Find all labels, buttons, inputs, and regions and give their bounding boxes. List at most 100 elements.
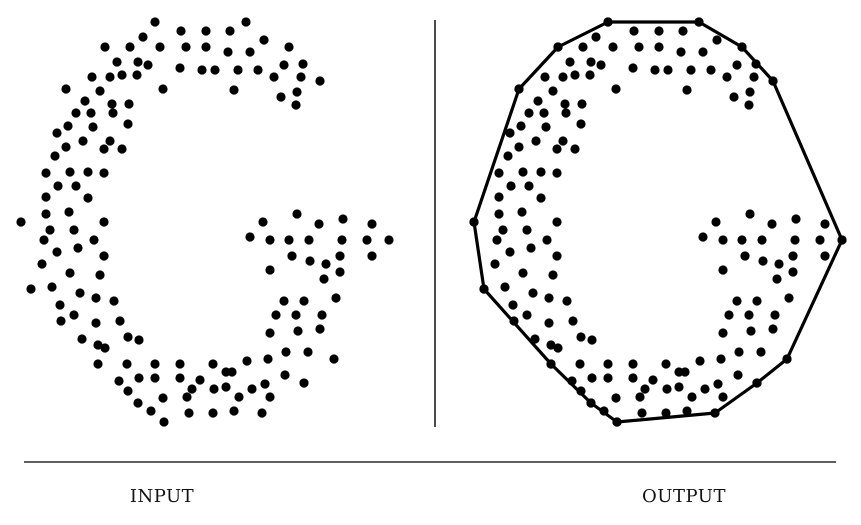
input-point xyxy=(315,76,325,86)
output-point xyxy=(815,235,825,245)
input-point xyxy=(175,63,185,73)
input-point xyxy=(276,92,286,102)
hull-vertex xyxy=(469,217,479,227)
output-point xyxy=(544,318,554,328)
input-point xyxy=(52,128,62,138)
output-point xyxy=(820,219,830,229)
output-point xyxy=(508,300,518,310)
output-point xyxy=(505,128,515,138)
input-point xyxy=(155,42,165,52)
input-point xyxy=(265,235,275,245)
output-point xyxy=(756,347,766,357)
output-point xyxy=(553,343,563,353)
output-point xyxy=(687,392,697,402)
input-point xyxy=(99,168,109,178)
output-point xyxy=(711,217,721,227)
output-point xyxy=(548,270,558,280)
input-point xyxy=(86,108,96,118)
output-point xyxy=(752,296,762,306)
input-point xyxy=(287,251,297,261)
input-point xyxy=(304,235,314,245)
output-point xyxy=(576,332,586,342)
output-point xyxy=(637,408,647,418)
output-point xyxy=(603,373,613,383)
input-point xyxy=(321,259,331,269)
input-point xyxy=(133,398,143,408)
output-point xyxy=(516,121,526,131)
input-point xyxy=(158,393,168,403)
input-point xyxy=(299,378,309,388)
output-point xyxy=(712,35,722,45)
input-point xyxy=(263,354,273,364)
input-point xyxy=(335,267,345,277)
input-point xyxy=(50,151,60,161)
input-point xyxy=(367,219,377,229)
input-point xyxy=(158,84,168,94)
input-point xyxy=(284,42,294,52)
output-point xyxy=(539,108,549,118)
output-point xyxy=(698,47,708,57)
input-point xyxy=(71,108,81,118)
output-point xyxy=(576,119,586,129)
input-point xyxy=(338,214,348,224)
output-point xyxy=(498,225,508,235)
output-point xyxy=(552,217,562,227)
input-point xyxy=(225,26,235,36)
input-point xyxy=(37,259,47,269)
input-point xyxy=(150,17,160,27)
input-point xyxy=(93,359,103,369)
output-point xyxy=(788,267,798,277)
input-point xyxy=(55,300,65,310)
output-point xyxy=(718,235,728,245)
output-point xyxy=(661,359,671,369)
hull-vertex xyxy=(479,284,489,294)
output-point xyxy=(716,354,726,364)
output-point xyxy=(724,310,734,320)
convex-hull-vertices xyxy=(469,17,847,427)
output-point xyxy=(552,168,562,178)
input-point xyxy=(197,65,207,75)
input-point xyxy=(247,384,257,394)
output-point xyxy=(552,144,562,154)
output-point xyxy=(682,85,692,95)
hull-vertex xyxy=(612,417,622,427)
output-point xyxy=(492,235,502,245)
input-point xyxy=(83,167,93,177)
input-point xyxy=(39,235,49,245)
input-point xyxy=(133,57,143,67)
input-point xyxy=(245,232,255,242)
output-point xyxy=(732,60,742,70)
convex-hull-outline xyxy=(472,20,844,424)
output-point xyxy=(788,251,798,261)
output-point xyxy=(518,268,528,278)
hull-vertex xyxy=(782,354,792,364)
output-point xyxy=(662,384,672,394)
input-point xyxy=(279,60,289,70)
hull-vertex xyxy=(553,42,563,52)
input-point xyxy=(146,406,156,416)
input-point xyxy=(138,32,148,42)
output-point xyxy=(674,382,684,392)
input-point xyxy=(134,373,144,383)
input-point xyxy=(132,70,142,80)
output-point xyxy=(718,265,728,275)
input-point xyxy=(125,42,135,52)
output-point xyxy=(774,259,784,269)
hull-vertex xyxy=(694,17,704,27)
input-point xyxy=(259,35,269,45)
input-point xyxy=(269,72,279,82)
output-point xyxy=(577,99,587,109)
input-point xyxy=(293,326,303,336)
output-point xyxy=(544,293,554,303)
output-point xyxy=(745,209,755,219)
input-point xyxy=(367,251,377,261)
hull-vertex xyxy=(603,17,613,27)
input-point xyxy=(117,70,127,80)
input-point xyxy=(298,59,308,69)
input-point xyxy=(317,310,327,320)
input-point xyxy=(47,282,57,292)
input-point xyxy=(319,274,329,284)
output-point xyxy=(682,406,692,416)
output-point xyxy=(746,326,756,336)
